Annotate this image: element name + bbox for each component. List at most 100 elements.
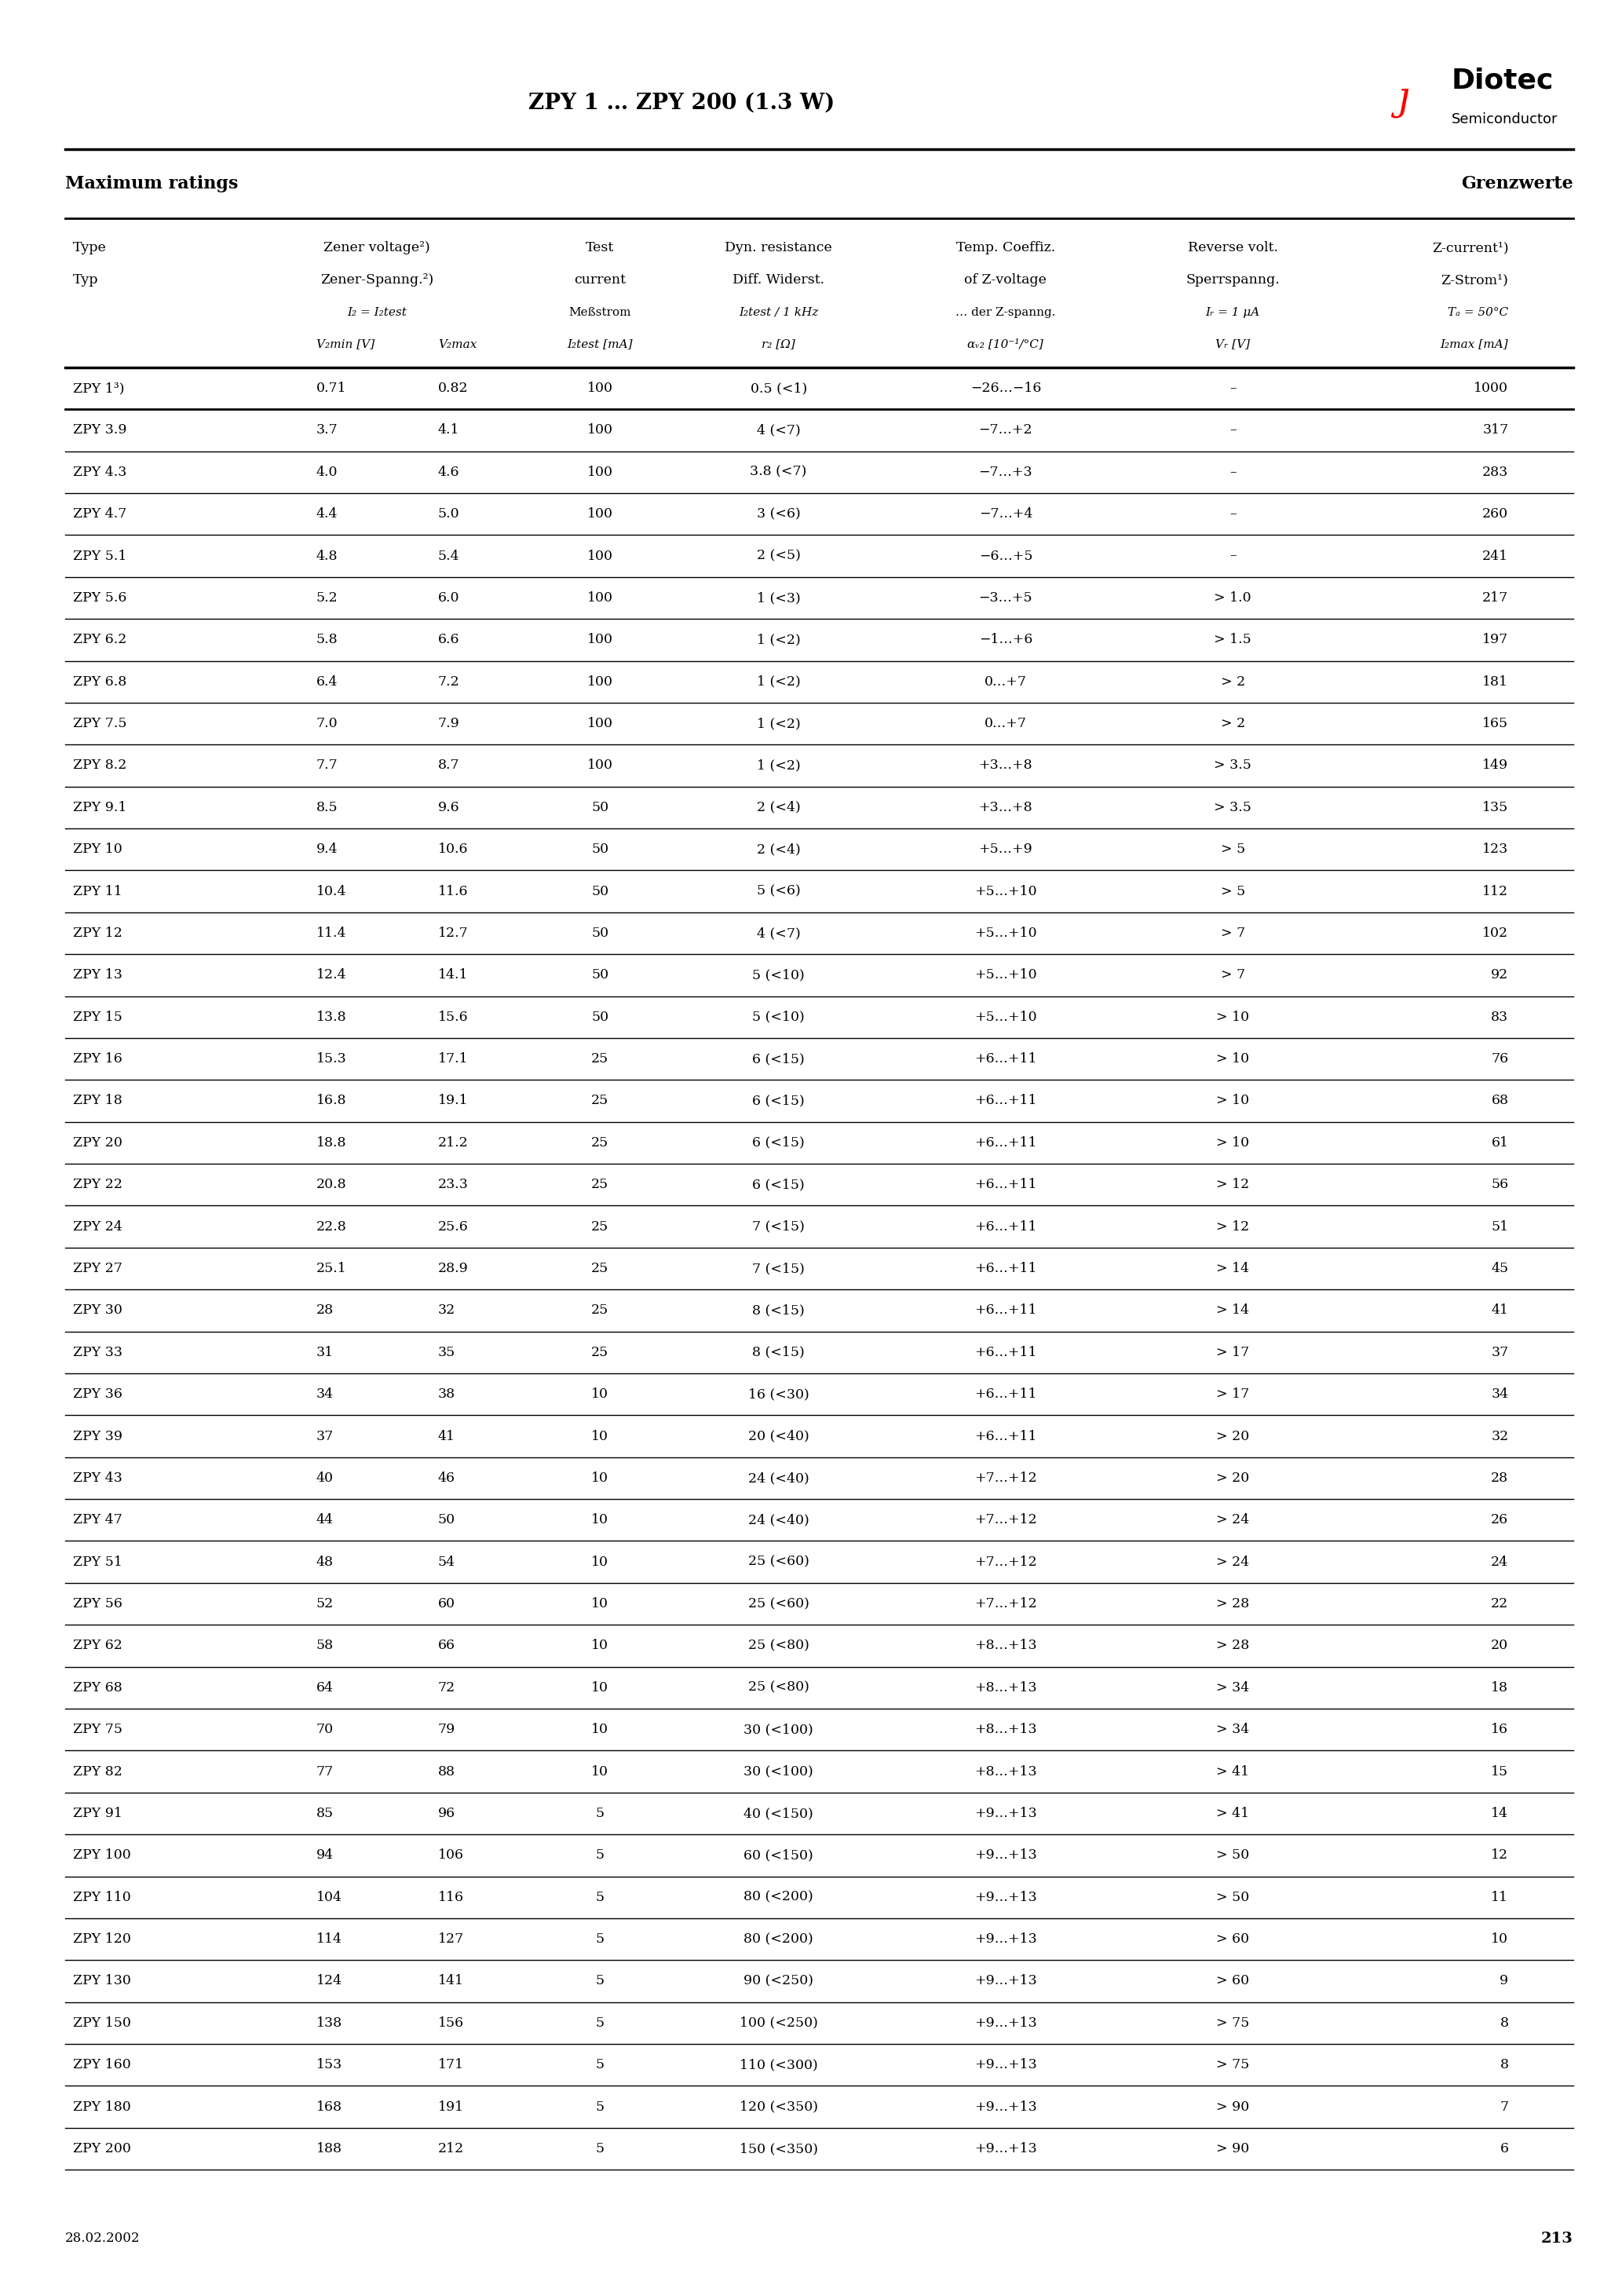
- Text: 5: 5: [595, 2057, 605, 2071]
- Text: 1 (<2): 1 (<2): [757, 675, 800, 689]
- Text: 100: 100: [587, 466, 613, 480]
- Text: 48: 48: [316, 1554, 334, 1568]
- Text: +8…+13: +8…+13: [975, 1681, 1036, 1694]
- Text: ZPY 120: ZPY 120: [73, 1933, 131, 1947]
- Text: ZPY 8.2: ZPY 8.2: [73, 760, 127, 771]
- Text: 149: 149: [1483, 760, 1508, 771]
- Text: > 5: > 5: [1220, 843, 1246, 856]
- Text: +7…+12: +7…+12: [975, 1472, 1036, 1486]
- Text: +8…+13: +8…+13: [975, 1722, 1036, 1736]
- Text: Z-current¹): Z-current¹): [1432, 241, 1508, 255]
- Text: 13.8: 13.8: [316, 1010, 347, 1024]
- Text: 24: 24: [1491, 1554, 1508, 1568]
- Text: −6…+5: −6…+5: [978, 549, 1033, 563]
- Text: > 50: > 50: [1216, 1848, 1249, 1862]
- Text: 6.6: 6.6: [438, 634, 459, 647]
- Text: ZPY 30: ZPY 30: [73, 1304, 122, 1318]
- Text: ZPY 39: ZPY 39: [73, 1430, 122, 1442]
- Text: +7…+12: +7…+12: [975, 1513, 1036, 1527]
- Text: +5…+10: +5…+10: [975, 928, 1036, 939]
- Text: 28: 28: [316, 1304, 334, 1318]
- Text: 25 (<60): 25 (<60): [748, 1598, 809, 1609]
- Text: +6…+11: +6…+11: [975, 1263, 1036, 1274]
- Text: 9.6: 9.6: [438, 801, 459, 815]
- Text: +8…+13: +8…+13: [975, 1639, 1036, 1653]
- Text: 56: 56: [1491, 1178, 1508, 1192]
- Text: 2 (<4): 2 (<4): [757, 801, 800, 815]
- Text: 50: 50: [592, 843, 608, 856]
- Text: > 10: > 10: [1216, 1052, 1249, 1065]
- Text: 30 (<100): 30 (<100): [744, 1722, 813, 1736]
- Text: > 3.5: > 3.5: [1213, 801, 1252, 815]
- Text: +5…+10: +5…+10: [975, 884, 1036, 898]
- Text: 28.9: 28.9: [438, 1263, 469, 1274]
- Text: 94: 94: [316, 1848, 334, 1862]
- Text: 44: 44: [316, 1513, 334, 1527]
- Text: 7 (<15): 7 (<15): [753, 1263, 805, 1274]
- Text: 138: 138: [316, 2016, 342, 2030]
- Text: 100: 100: [587, 507, 613, 521]
- Text: 100 (<250): 100 (<250): [740, 2016, 817, 2030]
- Text: 10.6: 10.6: [438, 843, 469, 856]
- Text: 64: 64: [316, 1681, 334, 1694]
- Text: 3.8 (<7): 3.8 (<7): [749, 466, 808, 480]
- Text: 5.8: 5.8: [316, 634, 337, 647]
- Text: > 14: > 14: [1216, 1263, 1249, 1274]
- Text: 80 (<200): 80 (<200): [744, 1933, 813, 1947]
- Text: 50: 50: [438, 1513, 456, 1527]
- Text: > 90: > 90: [1216, 2101, 1249, 2115]
- Text: +6…+11: +6…+11: [975, 1430, 1036, 1442]
- Text: I₂max [mA]: I₂max [mA]: [1440, 340, 1508, 349]
- Text: 80 (<200): 80 (<200): [744, 1890, 813, 1903]
- Text: Zener-Spanng.²): Zener-Spanng.²): [321, 273, 433, 287]
- Text: ZPY 1 … ZPY 200 (1.3 W): ZPY 1 … ZPY 200 (1.3 W): [529, 92, 834, 115]
- Text: ZPY 22: ZPY 22: [73, 1178, 122, 1192]
- Text: +6…+11: +6…+11: [975, 1178, 1036, 1192]
- Text: ZPY 43: ZPY 43: [73, 1472, 122, 1486]
- Text: 5 (<6): 5 (<6): [757, 884, 800, 898]
- Text: 12.4: 12.4: [316, 969, 347, 983]
- Text: 8 (<15): 8 (<15): [753, 1304, 805, 1318]
- Text: 6 (<15): 6 (<15): [753, 1095, 805, 1107]
- Text: +9…+13: +9…+13: [975, 1933, 1036, 1947]
- Text: 100: 100: [587, 675, 613, 689]
- Text: −1…+6: −1…+6: [978, 634, 1033, 647]
- Text: +3…+8: +3…+8: [978, 801, 1033, 815]
- Text: 5: 5: [595, 1975, 605, 1988]
- Text: 9.4: 9.4: [316, 843, 337, 856]
- Text: 4.0: 4.0: [316, 466, 337, 480]
- Text: Grenzwerte: Grenzwerte: [1461, 174, 1573, 193]
- Text: 181: 181: [1483, 675, 1508, 689]
- Text: 191: 191: [438, 2101, 464, 2115]
- Text: ZPY 47: ZPY 47: [73, 1513, 122, 1527]
- Text: 28: 28: [1491, 1472, 1508, 1486]
- Text: −26…−16: −26…−16: [970, 381, 1041, 395]
- Text: 4 (<7): 4 (<7): [757, 422, 800, 436]
- Text: 10: 10: [592, 1472, 608, 1486]
- Text: > 90: > 90: [1216, 2142, 1249, 2156]
- Text: 20.8: 20.8: [316, 1178, 347, 1192]
- Text: 25: 25: [592, 1263, 608, 1274]
- Text: 6: 6: [1500, 2142, 1508, 2156]
- Text: 23.3: 23.3: [438, 1178, 469, 1192]
- Text: +9…+13: +9…+13: [975, 1890, 1036, 1903]
- Text: 1 (<2): 1 (<2): [757, 634, 800, 647]
- Text: V₂min [V]: V₂min [V]: [316, 340, 375, 349]
- Text: > 12: > 12: [1216, 1219, 1249, 1233]
- Text: ZPY 5.6: ZPY 5.6: [73, 592, 127, 604]
- Text: > 60: > 60: [1216, 1975, 1249, 1988]
- Text: > 2: > 2: [1220, 675, 1246, 689]
- Text: 8: 8: [1500, 2016, 1508, 2030]
- Text: +6…+11: +6…+11: [975, 1095, 1036, 1107]
- Text: 34: 34: [316, 1387, 334, 1401]
- Text: 15.3: 15.3: [316, 1052, 347, 1065]
- Text: ȷ: ȷ: [1397, 80, 1410, 117]
- Text: 16 (<30): 16 (<30): [748, 1387, 809, 1401]
- Text: 4.1: 4.1: [438, 422, 459, 436]
- Text: 127: 127: [438, 1933, 464, 1947]
- Text: 100: 100: [587, 760, 613, 771]
- Text: 10: 10: [592, 1554, 608, 1568]
- Text: +9…+13: +9…+13: [975, 2142, 1036, 2156]
- Text: > 2: > 2: [1220, 716, 1246, 730]
- Text: 10: 10: [592, 1766, 608, 1777]
